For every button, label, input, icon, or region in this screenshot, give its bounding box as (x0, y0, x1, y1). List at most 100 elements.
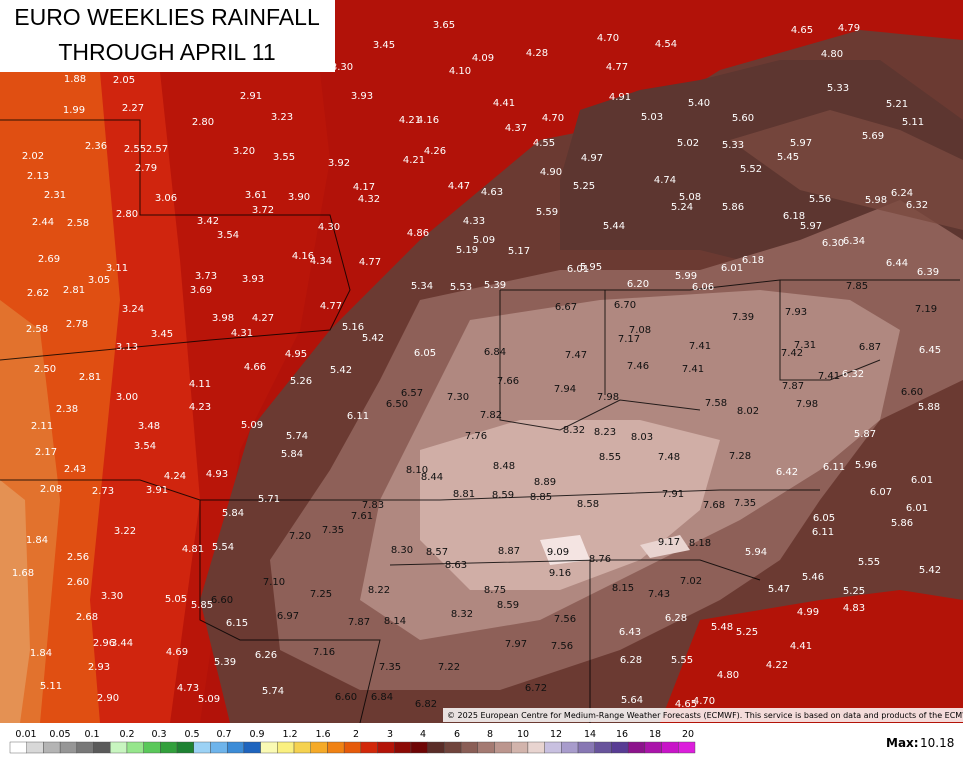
colorbar-swatch (243, 741, 261, 754)
colorbar-tick: 16 (616, 729, 628, 740)
rain-label: 3.00 (116, 392, 138, 403)
rain-label: 4.37 (505, 123, 527, 134)
rain-label: 5.56 (809, 194, 831, 205)
colorbar-swatch (343, 741, 362, 754)
rain-label: 8.89 (534, 477, 556, 488)
colorbar-swatch (210, 741, 228, 754)
rain-label: 2.81 (63, 285, 85, 296)
rain-label: 5.55 (858, 557, 880, 568)
rain-label: 5.84 (281, 449, 303, 460)
credit-box (443, 708, 963, 722)
rain-label: 6.32 (906, 200, 928, 211)
title-line: EURO WEEKLIES RAINFALL (14, 4, 320, 30)
colorbar-tick: 0.5 (184, 729, 199, 740)
colorbar-swatch (110, 741, 128, 754)
colorbar-tick: 1.2 (282, 729, 297, 740)
rain-label: 7.17 (618, 334, 640, 345)
rain-label: 6.01 (567, 264, 589, 275)
rain-label: 7.35 (734, 498, 756, 509)
rain-label: 6.01 (721, 263, 743, 274)
rain-label: 7.98 (597, 392, 619, 403)
title-line: THROUGH APRIL 11 (58, 39, 275, 65)
rain-label: 2.58 (26, 324, 48, 335)
rain-label: 8.18 (689, 538, 711, 549)
rain-label: 2.17 (35, 447, 57, 458)
colorbar-swatch (360, 741, 378, 754)
rain-label: 7.97 (505, 639, 527, 650)
rain-label: 7.85 (846, 281, 868, 292)
colorbar-tick: 0.05 (49, 729, 70, 740)
rain-label: 4.91 (609, 92, 631, 103)
rain-label: 4.70 (542, 113, 564, 124)
rain-label: 2.36 (85, 141, 107, 152)
rain-label: 2.38 (56, 404, 78, 415)
rain-label: 6.42 (776, 467, 798, 478)
colorbar-swatch (9, 741, 27, 754)
rain-label: 8.63 (445, 560, 467, 571)
rain-label: 8.32 (451, 609, 473, 620)
colorbar-swatch (59, 741, 78, 754)
rain-label: 4.31 (231, 328, 253, 339)
rain-label: 8.14 (384, 616, 406, 627)
rain-label: 6.44 (886, 258, 908, 269)
rain-label: 3.45 (151, 329, 173, 340)
colorbar-tick: 0.9 (249, 729, 264, 740)
rain-label: 6.24 (891, 188, 913, 199)
rain-label: 5.52 (740, 164, 762, 175)
rain-label: 5.42 (919, 565, 941, 576)
rain-label: 7.83 (362, 500, 384, 511)
rain-label: 7.43 (648, 589, 670, 600)
rain-label: 5.09 (473, 235, 495, 246)
rain-label: 8.58 (577, 499, 599, 510)
rain-label: 6.45 (919, 345, 941, 356)
rain-label: 2.93 (88, 662, 110, 673)
rain-label: 3.55 (273, 152, 295, 163)
rain-label: 3.69 (190, 285, 212, 296)
rain-label: 4.70 (597, 33, 619, 44)
rain-label: 7.16 (313, 647, 335, 658)
rain-label: 2.08 (40, 484, 62, 495)
rain-label: 1.84 (26, 535, 48, 546)
rain-label: 8.76 (589, 554, 611, 565)
rain-label: 5.60 (732, 113, 754, 124)
rain-label: 2.44 (32, 217, 54, 228)
rain-label: 4.93 (206, 469, 228, 480)
colorbar-swatch (561, 741, 579, 754)
rain-label: 2.56 (67, 552, 89, 563)
rain-label: 2.69 (38, 254, 60, 265)
rain-label: 4.30 (318, 222, 340, 233)
colorbar-swatch (394, 741, 412, 754)
rain-label: 8.85 (530, 492, 552, 503)
rain-label: 4.21 (399, 115, 421, 126)
rain-label: 3.72 (252, 205, 274, 216)
rain-label: 5.86 (891, 518, 913, 529)
rain-label: 7.47 (565, 350, 587, 361)
rain-label: 2.96 (93, 638, 115, 649)
rain-label: 2.62 (27, 288, 49, 299)
rain-label: 5.84 (222, 508, 244, 519)
rain-label: 5.34 (411, 281, 433, 292)
rain-label: 4.70 (693, 696, 715, 707)
rain-label: 3.93 (242, 274, 264, 285)
rain-label: 7.48 (658, 452, 680, 463)
rain-label: 4.74 (654, 175, 676, 186)
rain-label: 3.98 (212, 313, 234, 324)
rain-label: 4.83 (843, 603, 865, 614)
colorbar-swatch (678, 741, 696, 754)
max-value: 10.18 (920, 736, 954, 750)
rain-label: 5.19 (456, 245, 478, 256)
colorbar-swatch (126, 741, 144, 754)
rain-label: 4.65 (791, 25, 813, 36)
rain-label: 6.20 (627, 279, 649, 290)
rain-label: 4.24 (164, 471, 186, 482)
rain-label: 2.43 (64, 464, 86, 475)
rain-label: 2.78 (66, 319, 88, 330)
rain-label: 7.28 (729, 451, 751, 462)
colorbar-tick: 1.6 (315, 729, 330, 740)
rain-label: 5.11 (40, 681, 62, 692)
rain-label: 5.24 (671, 202, 693, 213)
rain-label: 4.33 (463, 216, 485, 227)
rain-label: 5.59 (536, 207, 558, 218)
rain-label: 7.19 (915, 304, 937, 315)
